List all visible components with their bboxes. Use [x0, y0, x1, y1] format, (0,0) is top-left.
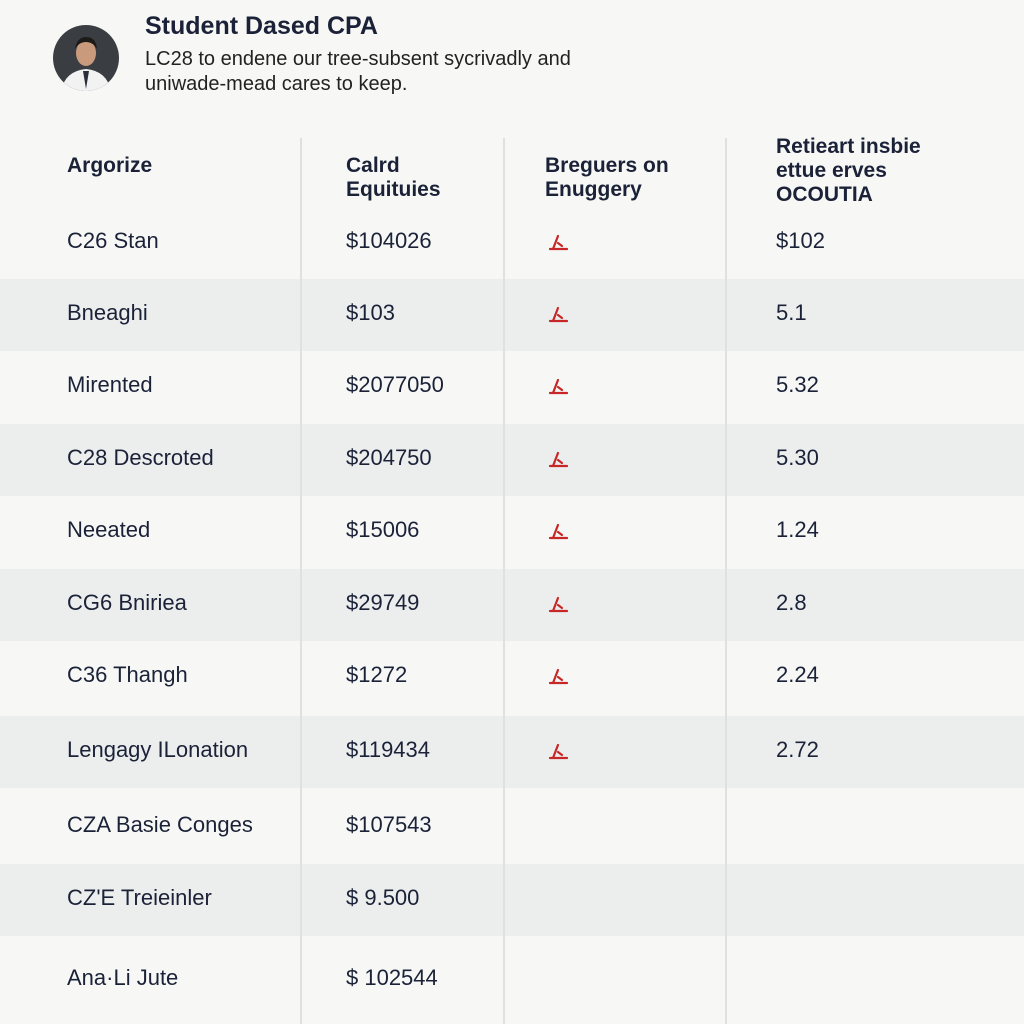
status-icon — [548, 234, 570, 252]
cell-name: CZ'E Treieinler — [67, 885, 212, 910]
row-band — [0, 716, 1024, 788]
row-band — [0, 279, 1024, 351]
status-icon — [548, 743, 570, 761]
row-band — [0, 424, 1024, 496]
column-header: Breguers on — [545, 154, 669, 177]
column-divider — [300, 138, 302, 1024]
status-icon — [548, 451, 570, 469]
cell-value: 5.1 — [776, 300, 807, 325]
cell-amount: $104026 — [346, 228, 432, 253]
cell-name: Ana·Li Jute — [67, 965, 179, 990]
cell-value: 2.8 — [776, 590, 807, 615]
cell-amount: $107543 — [346, 812, 432, 837]
status-icon — [548, 596, 570, 614]
cell-name: C26 Stan — [67, 228, 159, 253]
cell-amount: $119434 — [346, 737, 431, 762]
status-icon-glyph — [548, 743, 569, 760]
row-band — [0, 569, 1024, 641]
cell-name: C28 Descroted — [67, 445, 214, 470]
status-icon-glyph — [548, 378, 569, 395]
status-icon-glyph — [548, 668, 569, 685]
cell-value: 1.24 — [776, 517, 819, 542]
cell-amount: $15006 — [346, 517, 420, 542]
cell-name: Mirented — [67, 372, 153, 397]
subtitle: uniwade-mead cares to keep. — [145, 73, 408, 95]
cell-name: Lengagy ILonation — [67, 737, 249, 762]
status-icon — [548, 306, 570, 324]
cell-amount: $2077050 — [346, 372, 444, 397]
cell-value: 2.24 — [776, 662, 819, 687]
cell-amount: $1272 — [346, 662, 408, 687]
cell-value: 5.32 — [776, 372, 819, 397]
status-icon-glyph — [548, 523, 569, 540]
status-icon — [548, 523, 570, 541]
status-icon — [548, 668, 570, 686]
cell-name: Neeated — [67, 517, 151, 542]
status-icon — [548, 378, 570, 396]
cell-amount: $ 102544 — [346, 965, 438, 990]
cell-amount: $204750 — [346, 445, 432, 470]
status-icon-glyph — [548, 451, 569, 468]
column-header: ettue erves — [776, 159, 887, 182]
avatar — [53, 25, 119, 91]
cell-value: 2.72 — [776, 737, 819, 762]
avatar-image — [53, 25, 119, 91]
cell-name: Bneaghi — [67, 300, 148, 325]
column-header: Equituies — [346, 178, 441, 201]
column-header: Retieart insbie — [776, 135, 921, 158]
column-divider — [503, 138, 505, 1024]
cell-value: 5.30 — [776, 445, 819, 470]
cell-amount: $29749 — [346, 590, 420, 615]
column-header: Enuggery — [545, 178, 642, 201]
subtitle: LC28 to endene our tree-subsent sycrivad… — [145, 48, 571, 70]
column-divider — [725, 138, 727, 1024]
column-header: OCOUTIA — [776, 183, 873, 206]
cell-amount: $103 — [346, 300, 395, 325]
cell-value: $102 — [776, 228, 825, 253]
cell-amount: $ 9.500 — [346, 885, 420, 910]
status-icon-glyph — [548, 596, 569, 613]
cell-name: C36 Thangh — [67, 662, 188, 687]
status-icon-glyph — [548, 234, 569, 251]
row-band — [0, 864, 1024, 936]
status-icon-glyph — [548, 306, 569, 323]
column-header: Argorize — [67, 154, 153, 177]
cell-name: CZA Basie Conges — [67, 812, 253, 837]
title: Student Dased CPA — [145, 12, 378, 40]
column-header: Calrd — [346, 154, 400, 177]
cell-name: CG6 Bniriea — [67, 590, 187, 615]
